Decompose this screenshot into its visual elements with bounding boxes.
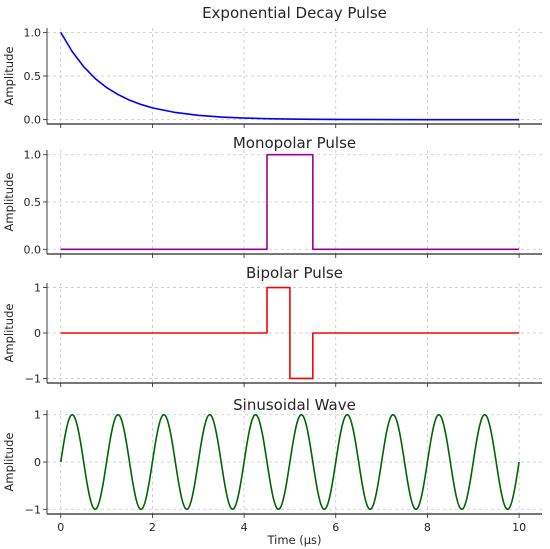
y-tick-label: 0	[34, 456, 41, 469]
y-tick-label: −1	[25, 372, 41, 385]
y-tick-label: 0.0	[24, 243, 42, 256]
x-tick-label: 8	[424, 521, 431, 534]
subplot-title: Monopolar Pulse	[233, 134, 356, 152]
series-line	[59, 413, 520, 511]
x-tick-label: 4	[241, 521, 248, 534]
y-tick-label: 0.0	[24, 114, 42, 127]
series-line	[60, 286, 520, 380]
y-tick-label: 1.0	[24, 149, 42, 162]
x-tick-label: 6	[332, 521, 339, 534]
subplot-title: Sinusoidal Wave	[233, 396, 356, 414]
y-tick-label: 0.5	[24, 196, 42, 209]
series-line	[60, 153, 520, 251]
y-axis-label: Amplitude	[2, 433, 16, 492]
y-axis-label: Amplitude	[2, 47, 16, 106]
subplot-title: Bipolar Pulse	[246, 264, 343, 282]
x-tick-label: 10	[512, 521, 526, 534]
series-line	[60, 31, 520, 121]
subplot-3: −1 0 1 Bipolar Pulse Amplitude	[2, 264, 542, 387]
subplot-2: 0.0 0.5 1.0 Monopolar Pulse Amplitude	[2, 134, 542, 258]
y-tick-label: 1.0	[24, 26, 42, 39]
y-tick-label: 0	[34, 327, 41, 340]
x-tick-label: 0	[57, 521, 64, 534]
x-axis-label: Time (μs)	[266, 533, 321, 547]
y-tick-label: 1	[34, 282, 41, 295]
y-axis-label: Amplitude	[2, 304, 16, 363]
subplot-4: 0 2 4 6 8 10 −1 0 1 Sinusoidal Wave Amplitude Time …	[2, 396, 542, 547]
y-tick-label: 0.5	[24, 70, 42, 83]
x-tick-label: 2	[149, 521, 156, 534]
y-tick-label: 1	[34, 409, 41, 422]
subplot-title: Exponential Decay Pulse	[202, 4, 387, 22]
y-axis-label: Amplitude	[2, 173, 16, 232]
y-tick-label: −1	[25, 503, 41, 516]
subplot-1: 0.0 0.5 1.0 Exponential Decay Pulse Amplitud…	[2, 4, 542, 128]
